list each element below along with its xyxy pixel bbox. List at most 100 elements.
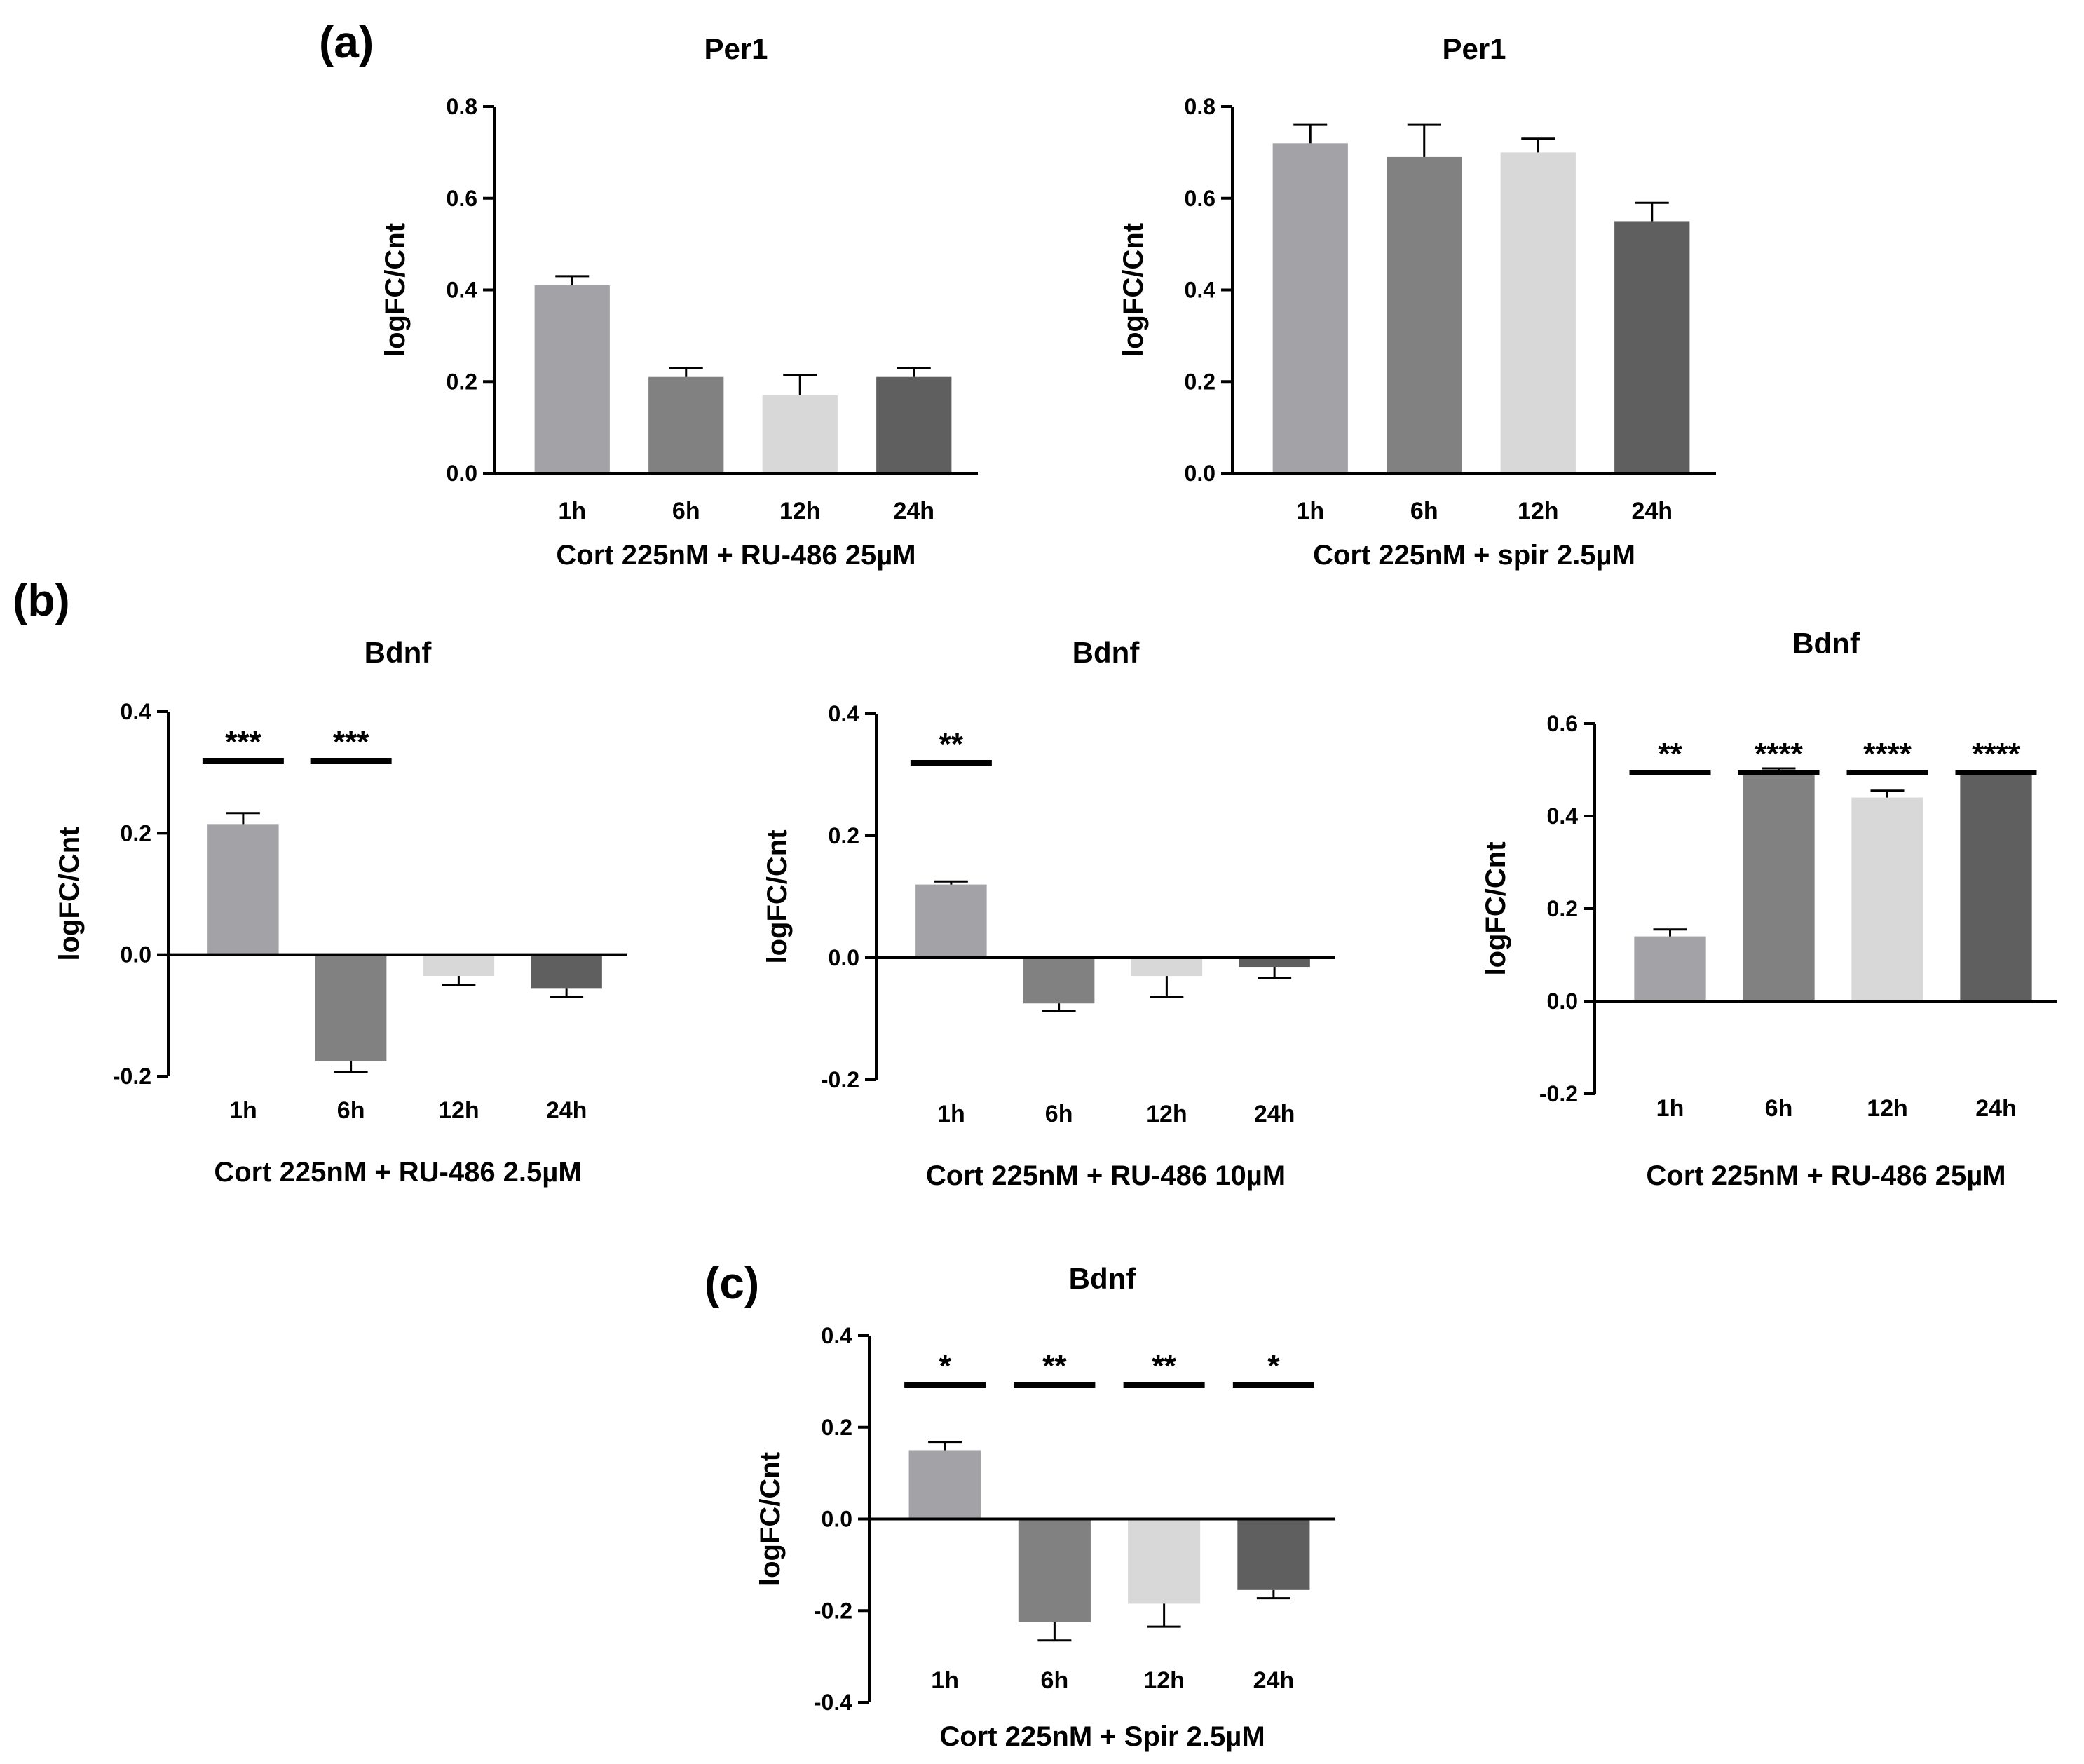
significance-stars: ** <box>939 727 964 761</box>
y-tick-label: 0.2 <box>1185 369 1215 394</box>
significance-stars: * <box>1267 1349 1280 1383</box>
y-tick-label: 0.8 <box>1185 94 1215 119</box>
y-tick-label: 0.0 <box>822 1507 852 1532</box>
y-tick-label: 0.4 <box>829 701 860 726</box>
panel-label-b: (b) <box>13 575 70 625</box>
panel-label-a: (a) <box>319 17 374 67</box>
y-tick-label: 0.2 <box>829 823 859 848</box>
significance-stars: *** <box>225 725 261 759</box>
x-tick-label: 24h <box>1253 1667 1295 1694</box>
bar-12h <box>423 954 495 976</box>
panel-label-c: (c) <box>704 1258 759 1308</box>
y-tick-label: 0.2 <box>447 369 477 394</box>
y-tick-label: -0.2 <box>1539 1081 1578 1106</box>
chart-a2: Per1 0.0 0.2 0.4 0.6 0.8 logFC/Cnt 1h 6h 12h 24h Co… <box>1118 32 1716 571</box>
x-tick-label: 6h <box>1045 1101 1073 1127</box>
x-tick-label: 24h <box>893 498 934 524</box>
x-tick-label: 6h <box>1410 498 1438 524</box>
chart-b1: Bdnf -0.2 0.0 0.2 0.4 logFC/Cnt 1h *** 6h *** 12h 2… <box>54 636 627 1188</box>
y-tick-label: 0.0 <box>121 942 151 968</box>
x-tick-label: 24h <box>546 1097 587 1124</box>
x-tick-label: 6h <box>1041 1667 1069 1694</box>
x-tick-label: 6h <box>672 498 700 524</box>
y-tick-label: 0.6 <box>447 186 477 211</box>
chart-title: Per1 <box>704 32 768 65</box>
bar-12h <box>1851 797 1923 1001</box>
x-tick-label: 12h <box>1146 1101 1187 1127</box>
x-tick-label: 1h <box>558 498 586 524</box>
y-axis-label: logFC/Cnt <box>1480 841 1511 975</box>
x-axis-label: Cort 225nM + RU-486 25µM <box>556 540 915 571</box>
bar-12h <box>762 395 838 473</box>
bar-24h <box>1614 221 1690 473</box>
y-tick-label: 0.8 <box>447 94 477 119</box>
x-tick-label: 6h <box>1765 1095 1793 1122</box>
x-tick-label: 12h <box>1867 1095 1908 1122</box>
x-tick-label: 12h <box>779 498 821 524</box>
y-tick-label: 0.0 <box>829 945 859 970</box>
y-axis-label: logFC/Cnt <box>1118 223 1149 357</box>
bar-6h <box>648 376 724 473</box>
bar-1h <box>1634 936 1706 1001</box>
significance-stars: *** <box>333 725 369 759</box>
bar-24h <box>1237 1519 1310 1590</box>
bar-24h <box>1960 774 2032 1001</box>
x-axis-label: Cort 225nM + RU-486 25µM <box>1646 1160 2005 1191</box>
x-axis-label: Cort 225nM + Spir 2.5µM <box>939 1721 1265 1752</box>
bar-1h <box>534 285 610 473</box>
x-tick-label: 1h <box>229 1097 257 1124</box>
y-tick-label: 0.6 <box>1185 186 1215 211</box>
x-axis-label: Cort 225nM + RU-486 10µM <box>926 1160 1286 1191</box>
bar-1h <box>908 1450 981 1519</box>
bar-24h <box>531 954 602 989</box>
bar-6h <box>1023 958 1095 1004</box>
x-tick-label: 6h <box>337 1097 365 1124</box>
significance-stars: * <box>939 1349 952 1383</box>
y-tick-label: 0.6 <box>1547 711 1578 736</box>
chart-title: Bdnf <box>1072 636 1140 669</box>
x-axis-label: Cort 225nM + RU-486 2.5µM <box>214 1157 581 1188</box>
significance-stars: ** <box>1152 1349 1177 1383</box>
chart-a1: Per1 0.0 0.2 0.4 0.6 0.8 logFC/Cnt 1h 6h 12h 24h Co… <box>380 32 978 571</box>
significance-stars: ** <box>1042 1349 1067 1383</box>
y-tick-label: 0.0 <box>1547 989 1578 1014</box>
x-tick-label: 12h <box>438 1097 479 1124</box>
y-axis-label: logFC/Cnt <box>380 223 411 357</box>
y-tick-label: 0.4 <box>822 1323 853 1348</box>
chart-title: Bdnf <box>365 636 433 669</box>
x-tick-label: 12h <box>1518 498 1559 524</box>
y-tick-label: 0.4 <box>447 278 478 303</box>
significance-stars: **** <box>1972 737 2020 771</box>
x-tick-label: 1h <box>937 1101 965 1127</box>
bar-6h <box>315 954 387 1061</box>
bar-6h <box>1018 1519 1091 1622</box>
bar-12h <box>1128 1519 1201 1604</box>
y-tick-label: 0.4 <box>121 699 152 724</box>
y-tick-label: -0.2 <box>113 1064 151 1089</box>
y-tick-label: 0.2 <box>1547 896 1578 921</box>
chart-c1: Bdnf -0.4 -0.2 0.0 0.2 0.4 logFC/Cnt 1h * 6h ** 12h… <box>755 1262 1335 1752</box>
y-tick-label: -0.2 <box>821 1067 859 1092</box>
bar-12h <box>1131 958 1203 977</box>
bar-1h <box>915 884 987 958</box>
y-tick-label: 0.2 <box>822 1415 852 1440</box>
significance-stars: ** <box>1658 737 1682 771</box>
y-tick-label: 0.2 <box>121 820 151 846</box>
significance-stars: **** <box>1755 737 1803 771</box>
bar-24h <box>1239 958 1310 968</box>
y-tick-label: 0.0 <box>1185 461 1215 486</box>
bar-24h <box>876 376 952 473</box>
bar-1h <box>207 824 279 955</box>
chart-b2: Bdnf -0.2 0.0 0.2 0.4 logFC/Cnt 1h ** 6h 12h 24h Co… <box>762 636 1335 1191</box>
bar-12h <box>1500 152 1576 473</box>
y-axis-label: logFC/Cnt <box>762 829 793 963</box>
x-tick-label: 24h <box>1975 1095 2017 1122</box>
x-tick-label: 1h <box>1296 498 1324 524</box>
x-tick-label: 12h <box>1143 1667 1185 1694</box>
y-axis-label: logFC/Cnt <box>755 1452 786 1586</box>
y-tick-label: 0.4 <box>1547 803 1579 829</box>
bar-6h <box>1743 770 1815 1001</box>
y-tick-label: -0.4 <box>814 1690 852 1715</box>
